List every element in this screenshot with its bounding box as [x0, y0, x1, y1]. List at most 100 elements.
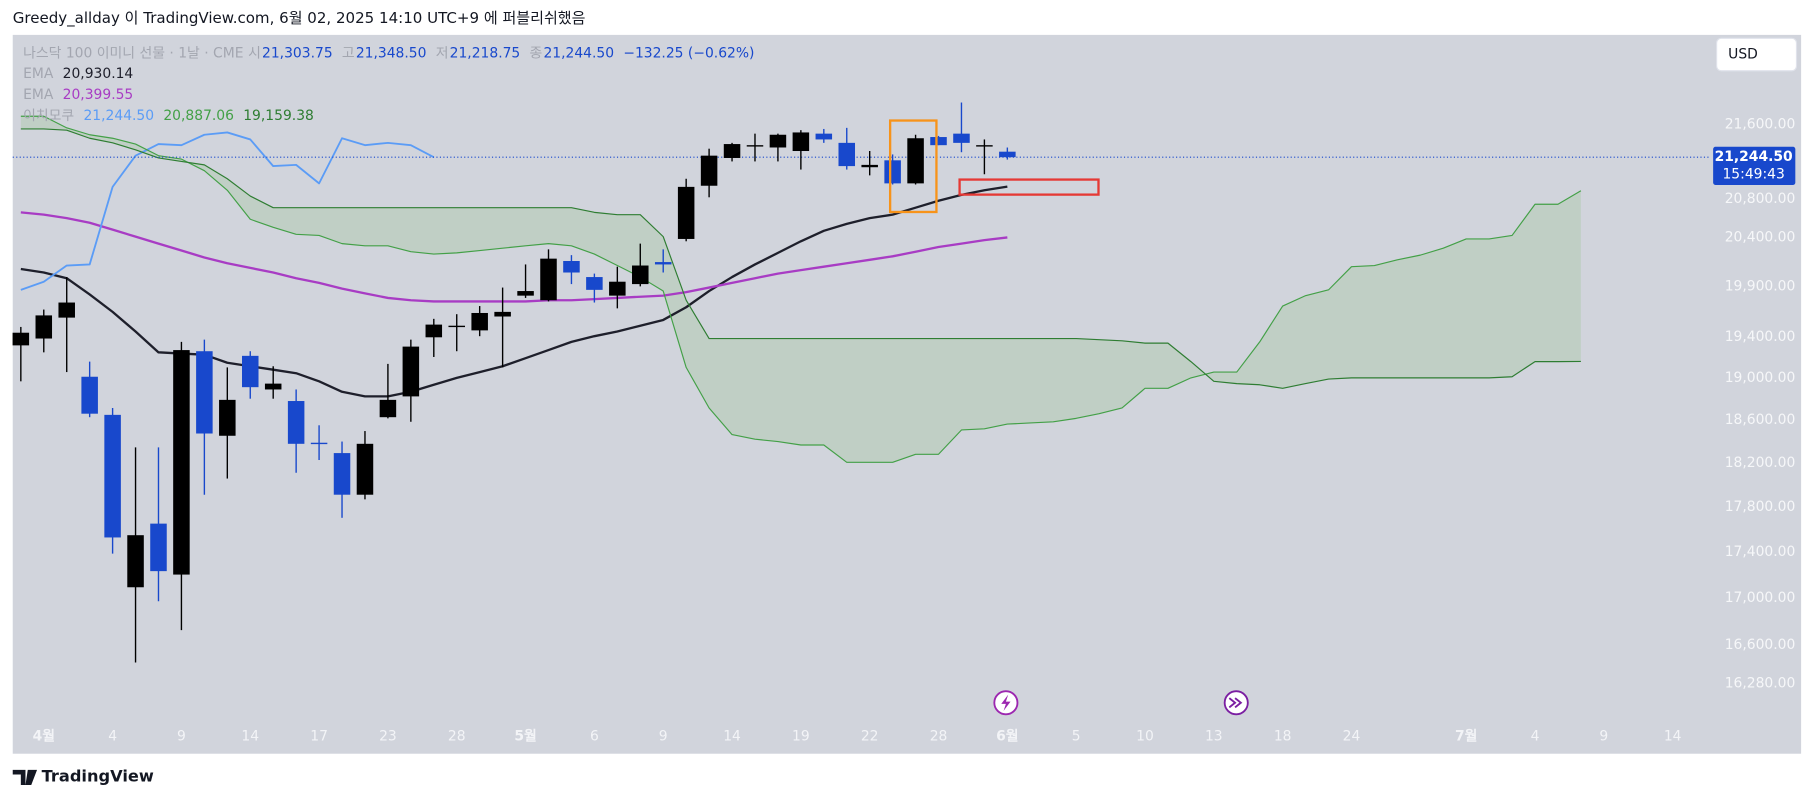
x-tick-label: 28 — [448, 728, 466, 744]
cloud-layer — [20, 116, 1581, 463]
x-tick-label: 4월 — [33, 727, 55, 744]
candle-body — [609, 281, 626, 296]
candle-body — [746, 145, 764, 147]
candle-body — [517, 291, 534, 296]
legend-text: 고 — [342, 45, 355, 61]
x-tick-label: 9 — [659, 728, 668, 744]
price-countdown: 15:49:43 — [1722, 167, 1784, 183]
x-tick-label: 17 — [310, 728, 328, 744]
x-tick-label: 24 — [1343, 728, 1361, 744]
legend-text: 저 — [436, 45, 449, 61]
candle-body — [379, 399, 397, 418]
candle-body — [494, 311, 511, 317]
event-glyph — [1001, 694, 1011, 711]
candle-body — [723, 144, 741, 158]
candle-body — [310, 442, 328, 445]
x-tick-label: 4 — [108, 728, 117, 744]
candle-body — [907, 138, 924, 184]
candle-body — [586, 277, 603, 290]
y-tick-label: 19,400.00 — [1725, 329, 1796, 345]
legend-text: 21,244.50 — [543, 45, 614, 61]
axis-layer: 21,600.00 20,800.00 20,400.00 19,900.00 19,4… — [33, 116, 1796, 744]
candle-body — [999, 151, 1016, 158]
candle-body — [35, 315, 53, 339]
candle-body — [861, 164, 878, 168]
legend-text: 21,218.75 — [450, 45, 521, 61]
y-tick-label: 16,600.00 — [1725, 637, 1796, 653]
legend-text: 20,399.55 — [63, 87, 134, 103]
highlight-box — [888, 119, 938, 214]
x-tick-label: 23 — [379, 728, 397, 744]
candle-body — [356, 443, 374, 495]
logo-mark — [12, 769, 38, 785]
candle-body — [677, 186, 695, 239]
candle-body — [540, 258, 557, 301]
candle-body — [471, 312, 488, 331]
y-tick-label: 18,200.00 — [1725, 455, 1796, 471]
legend-text: 시 — [248, 45, 261, 61]
candle-body — [884, 160, 901, 184]
candle-body — [58, 302, 75, 318]
event-icon[interactable] — [993, 690, 1019, 716]
y-tick-label: 18,600.00 — [1725, 412, 1796, 428]
candle-body — [173, 350, 190, 575]
candle-body — [792, 132, 810, 152]
y-tick-label: 17,000.00 — [1725, 590, 1796, 606]
indicator-line — [20, 128, 1581, 389]
button-bg[interactable] — [1716, 37, 1798, 72]
candle-body — [402, 346, 420, 397]
candle-body — [127, 535, 144, 588]
x-tick-label: 4 — [1531, 728, 1540, 744]
candle-body — [196, 351, 213, 434]
legend-text: EMA — [23, 66, 54, 82]
candle-body — [815, 133, 833, 140]
candle-body — [632, 265, 649, 285]
x-tick-label: 13 — [1205, 728, 1223, 744]
indicator-line — [20, 131, 435, 291]
price-label-bg — [1713, 146, 1796, 185]
candle-body — [219, 399, 236, 436]
event-icon[interactable] — [1223, 690, 1249, 716]
y-tick-label: 16,280.00 — [1725, 676, 1796, 692]
y-tick-label: 17,800.00 — [1725, 499, 1796, 515]
legend-text: 나스닥 100 이미니 선물 · 1날 · CME — [23, 45, 243, 61]
footer-brand: TradingView — [42, 766, 154, 785]
y-tick-label: 19,000.00 — [1725, 370, 1796, 386]
x-tick-label: 5월 — [514, 727, 536, 744]
y-tick-label: 21,600.00 — [1725, 116, 1796, 132]
x-tick-label: 18 — [1274, 728, 1292, 744]
indicator-line — [20, 115, 1582, 463]
candle-body — [700, 155, 718, 186]
legend-row: EMA 20,930.14 — [23, 66, 133, 82]
candle-body — [241, 355, 259, 388]
legend-text: 19,159.38 — [243, 108, 314, 124]
candle-body — [654, 262, 672, 265]
button-label[interactable]: USD — [1728, 47, 1758, 63]
ichimoku-cloud — [20, 116, 1581, 463]
candle-body — [150, 523, 167, 572]
candle-body — [563, 261, 580, 273]
x-tick-label: 19 — [792, 728, 810, 744]
legend-text: 20,930.14 — [63, 66, 134, 82]
y-tick-label: 19,900.00 — [1725, 278, 1796, 294]
legend-row: 이치모쿠 21,244.50 20,887.06 19,159.38 — [23, 108, 314, 124]
legend-text: 21,348.50 — [356, 45, 427, 61]
candle-body — [838, 142, 856, 167]
x-tick-label: 6 — [590, 728, 599, 744]
x-tick-label: 14 — [723, 728, 741, 744]
candle-layer — [12, 102, 1016, 663]
highlight-box — [958, 178, 1100, 196]
currency-button[interactable]: USD — [1716, 37, 1798, 72]
candle-body — [287, 401, 305, 444]
candle-body — [12, 332, 30, 346]
event-glyph — [1228, 697, 1243, 709]
candle-body — [953, 133, 970, 143]
legend-row: 나스닥 100 이미니 선물 · 1날 · CME 시21,303.75 고21,3… — [23, 45, 754, 61]
x-tick-label: 28 — [930, 728, 948, 744]
candle-body — [264, 383, 282, 390]
y-tick-label: 20,800.00 — [1725, 191, 1796, 207]
legend-text: 이치모쿠 — [23, 108, 74, 124]
candle-body — [425, 324, 443, 338]
